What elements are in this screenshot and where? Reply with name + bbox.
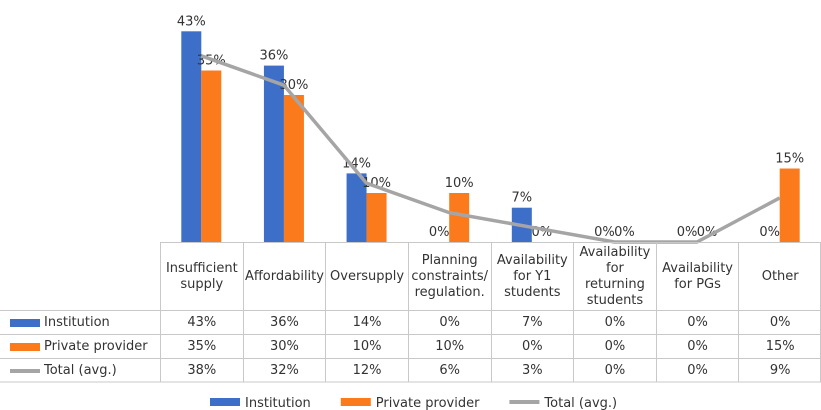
table-cell: 9% <box>738 358 821 382</box>
table-cell: 0% <box>655 358 739 382</box>
table-header: Insufficient supply <box>160 242 243 310</box>
table-cell: 6% <box>407 358 491 382</box>
table-cell: 0% <box>490 334 574 358</box>
table-header: Affordability <box>242 242 326 310</box>
data-label: 0% <box>759 225 780 240</box>
row-name: Institution <box>0 310 160 334</box>
table-cell: 43% <box>160 310 243 334</box>
table-cell: 0% <box>573 334 656 358</box>
bar <box>181 31 202 242</box>
table-cell: 10% <box>407 334 491 358</box>
table-cell: 0% <box>655 310 739 334</box>
table-cell: 3% <box>490 358 574 382</box>
row-name: Total (avg.) <box>0 358 160 382</box>
row-label: Institution <box>44 314 110 330</box>
legend-label: Institution <box>245 396 311 410</box>
data-label: 0% <box>614 225 635 240</box>
table-cell: 0% <box>407 310 491 334</box>
data-label: 43% <box>177 14 206 29</box>
table-cell: 0% <box>738 310 821 334</box>
table-cell: 7% <box>490 310 574 334</box>
legend-label: Private provider <box>376 396 480 410</box>
table-cell: 15% <box>738 334 821 358</box>
legend-key <box>10 368 40 373</box>
data-label: 10% <box>362 176 391 191</box>
legend-key <box>210 398 240 406</box>
row-label: Total (avg.) <box>44 362 117 378</box>
data-label: 15% <box>775 152 804 167</box>
legend-key <box>10 318 40 327</box>
table-cell: 35% <box>160 334 243 358</box>
table-cell: 14% <box>325 310 408 334</box>
bar <box>366 193 387 242</box>
table-header: Oversupply <box>325 242 408 310</box>
legend-label: Total (avg.) <box>543 396 617 410</box>
bar <box>779 168 800 242</box>
bar <box>283 95 304 242</box>
data-label: 7% <box>512 191 533 206</box>
bar <box>263 65 284 242</box>
table-header: Other <box>738 242 821 310</box>
table-cell: 30% <box>242 334 326 358</box>
bar <box>346 173 367 242</box>
table-cell: 0% <box>573 310 656 334</box>
bar <box>449 193 470 242</box>
data-label: 36% <box>259 49 288 64</box>
data-label: 0% <box>697 225 718 240</box>
data-label: 0% <box>429 225 450 240</box>
table-header: Availability for PGs <box>655 242 739 310</box>
table-cell: 36% <box>242 310 326 334</box>
legend-key <box>340 398 371 406</box>
table-cell: 38% <box>160 358 243 382</box>
table-cell: 10% <box>325 334 408 358</box>
table-header: Availability for Y1 students <box>490 242 574 310</box>
bar <box>201 70 222 242</box>
table-cell: 0% <box>655 334 739 358</box>
legend-key <box>10 342 40 351</box>
table-cell: 12% <box>325 358 408 382</box>
table-header: Availability for returning students <box>573 242 656 310</box>
row-label: Private provider <box>44 338 148 354</box>
row-name: Private provider <box>0 334 160 358</box>
table-cell: 0% <box>573 358 656 382</box>
data-label: 10% <box>445 176 474 191</box>
table-header: Planning constraints/ regulation. <box>407 242 491 310</box>
data-label: 0% <box>677 225 698 240</box>
data-label: 0% <box>594 225 615 240</box>
table-cell: 32% <box>242 358 326 382</box>
